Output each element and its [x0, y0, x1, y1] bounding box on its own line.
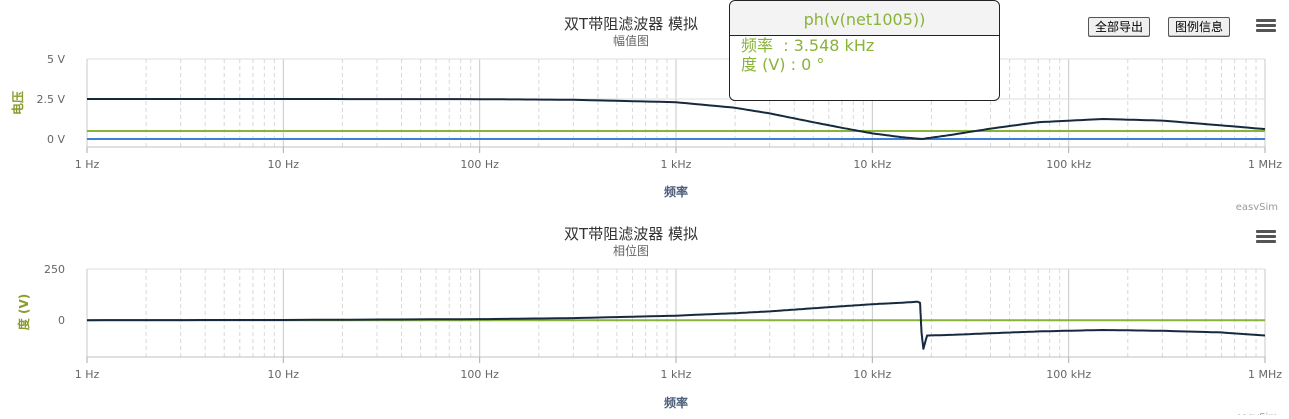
export-all-button[interactable]: 全部导出	[1088, 17, 1151, 37]
series-line	[86, 300, 1266, 350]
x-tick-label: 100 Hz	[460, 368, 499, 381]
menu-icon-bar	[1256, 29, 1276, 32]
plot-area: 1 Hz 10 Hz 100 Hz 1 kHz 10 kHz 100 kHz 1 MHz 0 …	[36, 53, 1282, 171]
tooltip-row-frequency: 频率 : 3.548 kHz	[730, 36, 999, 55]
menu-icon-bar	[1256, 230, 1276, 233]
menu-icon-bar	[1256, 235, 1276, 238]
tooltip-label: 度 (V)	[741, 55, 786, 74]
x-tick-label: 100 Hz	[460, 158, 499, 171]
legend-info-button[interactable]: 图例信息	[1168, 17, 1231, 37]
chart-title: 双T带阻滤波器 模拟	[564, 15, 698, 33]
x-tick-label: 1 Hz	[75, 158, 100, 171]
y-axis-label: 度 (V)	[16, 294, 31, 330]
menu-icon-bar	[1256, 24, 1276, 27]
x-tick-label: 1 MHz	[1248, 368, 1282, 381]
menu-icon-bar	[1256, 19, 1276, 22]
data-tooltip: ph(v(net1005)) 频率 : 3.548 kHz 度 (V) : 0 …	[729, 0, 1000, 101]
x-axis-label: 频率	[664, 395, 688, 410]
chart-title: 双T带阻滤波器 模拟	[564, 225, 698, 243]
tooltip-value: : 3.548 kHz	[783, 36, 875, 55]
magnitude-chart: 双T带阻滤波器 模拟 幅值图 频率 电压 easySim 1 Hz 10 Hz 10…	[10, 15, 1282, 213]
x-tick-label: 1 Hz	[75, 368, 100, 381]
y-tick-label: 0	[58, 314, 65, 327]
x-tick-label: 10 kHz	[853, 158, 891, 171]
y-tick-label: 0 V	[47, 133, 65, 146]
x-tick-label: 1 kHz	[661, 368, 692, 381]
plot-area: 1 Hz 10 Hz 100 Hz 1 kHz 10 kHz 100 kHz 1 MHz 0 2…	[44, 263, 1282, 381]
chart-menu-button[interactable]	[1256, 17, 1276, 35]
x-tick-label: 1 kHz	[661, 158, 692, 171]
chart-menu-button[interactable]	[1256, 228, 1276, 246]
magnitude-chart-svg: 双T带阻滤波器 模拟 幅值图 频率 电压 easySim 1 Hz 10 Hz 10…	[10, 15, 1282, 213]
x-tick-label: 10 Hz	[268, 368, 300, 381]
tooltip-title: ph(v(net1005))	[730, 1, 999, 36]
x-tick-label: 10 kHz	[853, 368, 891, 381]
credit-text[interactable]: easySim	[1236, 202, 1278, 213]
series-line	[87, 98, 1266, 140]
y-tick-label: 2.5 V	[36, 93, 65, 106]
chart-subtitle: 幅值图	[613, 33, 649, 48]
y-tick-label: 5 V	[47, 53, 65, 66]
tooltip-value: : 0 °	[790, 55, 825, 74]
menu-icon-bar	[1256, 240, 1276, 243]
x-tick-label: 100 kHz	[1046, 158, 1091, 171]
x-tick-label: 1 MHz	[1248, 158, 1282, 171]
y-tick-label: 250	[44, 263, 65, 276]
tooltip-label: 频率	[741, 36, 774, 55]
x-tick-label: 100 kHz	[1046, 368, 1091, 381]
tooltip-row-degree: 度 (V) : 0 °	[730, 55, 999, 74]
x-tick-label: 10 Hz	[268, 158, 300, 171]
y-axis-label: 电压	[10, 91, 25, 115]
chart-subtitle: 相位图	[613, 243, 649, 258]
x-axis-label: 频率	[664, 184, 688, 199]
